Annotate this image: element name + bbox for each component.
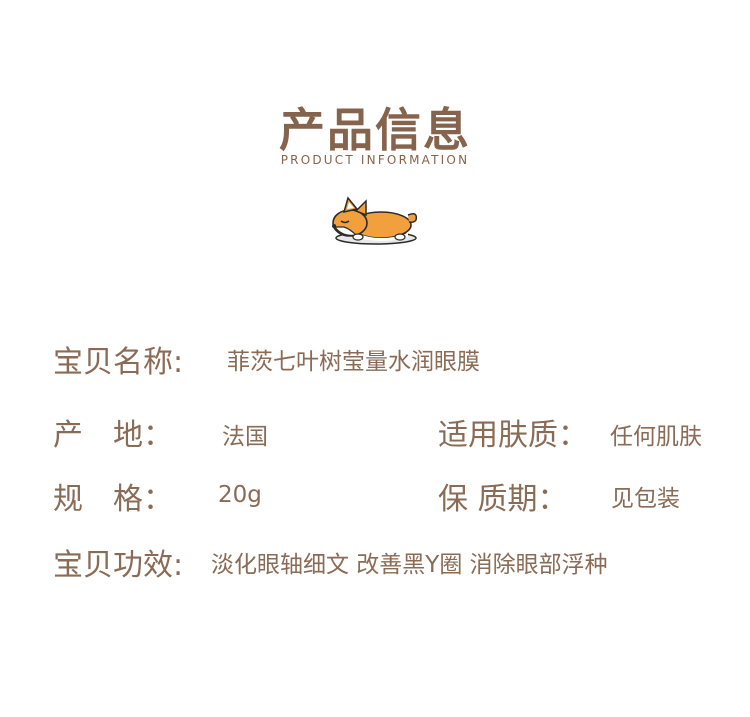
- skin-type-value: 任何肌肤: [610, 424, 702, 450]
- spec-value: 20g: [218, 482, 262, 508]
- effect-label: 宝贝功效:: [53, 548, 184, 583]
- sleeping-corgi-icon: [332, 196, 418, 245]
- shelf-life-value: 见包装: [611, 486, 680, 512]
- page-subtitle: PRODUCT INFORMATION: [280, 153, 470, 167]
- origin-value: 法国: [222, 424, 268, 450]
- effect-value: 淡化眼轴细文 改善黑Y圈 消除眼部浮种: [211, 552, 608, 578]
- skin-type-label: 适用肤质：: [438, 418, 588, 453]
- product-name-value: 菲茨七叶树莹量水润眼膜: [227, 349, 480, 375]
- spec-label: 规 格：: [53, 482, 173, 517]
- product-name-label: 宝贝名称:: [53, 345, 184, 380]
- origin-label: 产 地：: [53, 418, 173, 453]
- shelf-life-label: 保 质期：: [438, 482, 568, 517]
- page-title: 产品信息: [279, 103, 471, 157]
